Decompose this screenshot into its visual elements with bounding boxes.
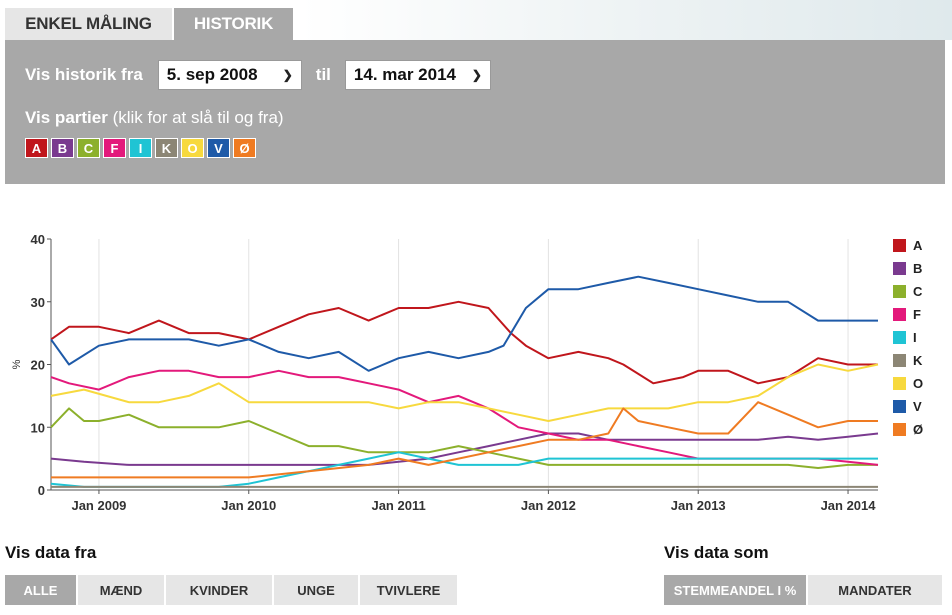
party-toggle-7[interactable]: V [207, 138, 230, 158]
tab-historik[interactable]: HISTORIK [174, 8, 293, 40]
til-label: til [315, 65, 331, 84]
legend-label-4: I [913, 330, 917, 345]
legend-label-5: K [913, 353, 923, 368]
y-tick-label-0: 0 [38, 483, 45, 498]
legend-swatch-7 [893, 400, 906, 413]
legend-swatch-0 [893, 239, 906, 252]
y-tick-label-2: 20 [31, 358, 45, 373]
from-label: Vis historik fra [25, 65, 143, 84]
legend-swatch-5 [893, 354, 906, 367]
data-as-title: Vis data som [664, 543, 769, 562]
legend-swatch-1 [893, 262, 906, 275]
data-from-button-4[interactable]: TVIVLERE [360, 575, 457, 605]
legend-swatch-8 [893, 423, 906, 436]
legend-label-7: V [913, 399, 922, 414]
legend-swatch-2 [893, 285, 906, 298]
x-tick-label-0: Jan 2009 [71, 498, 126, 513]
series-line-2 [50, 407, 878, 469]
data-from-buttons: ALLE MÆND KVINDER UNGE TVIVLERE [5, 575, 457, 605]
data-from-button-1[interactable]: MÆND [78, 575, 164, 605]
parties-label: Vis partier (klik for at slå til og fra) [25, 108, 284, 128]
legend-label-1: B [913, 261, 922, 276]
to-date-value: 14. mar 2014 [353, 65, 456, 84]
chevron-down-icon: ❯ [471, 68, 482, 82]
party-toggle-3[interactable]: F [103, 138, 126, 158]
x-tick-label-4: Jan 2013 [671, 498, 726, 513]
tab-enkel-maling[interactable]: ENKEL MÅLING [5, 8, 172, 40]
parties-label-hint: (klik for at slå til og fra) [112, 108, 284, 127]
party-toggle-6[interactable]: O [181, 138, 204, 158]
data-as-button-1[interactable]: MANDATER [808, 575, 942, 605]
y-tick-label-3: 30 [31, 295, 45, 310]
data-from-title: Vis data fra [5, 543, 97, 562]
filter-panel: Vis historik fra 5. sep 2008 ❯ til 14. m… [5, 40, 945, 184]
legend-label-2: C [913, 284, 923, 299]
legend-swatch-6 [893, 377, 906, 390]
series-line-6 [50, 363, 879, 422]
header-decoration [300, 0, 952, 40]
x-tick-label-3: Jan 2012 [521, 498, 576, 513]
data-from-button-0[interactable]: ALLE [5, 575, 76, 605]
legend-label-0: A [913, 238, 923, 253]
from-date-value: 5. sep 2008 [166, 65, 258, 84]
parties-label-bold: Vis partier [25, 108, 108, 127]
x-tick-label-5: Jan 2014 [821, 498, 877, 513]
to-date-select[interactable]: 14. mar 2014 ❯ [344, 60, 491, 90]
view-tabs: ENKEL MÅLING HISTORIK [5, 8, 293, 40]
date-range-row: Vis historik fra 5. sep 2008 ❯ til 14. m… [25, 60, 491, 90]
poll-history-chart: 0 10 20 30 40 Jan 2009 Jan 2010 Jan 2011 Jan 201… [11, 232, 923, 513]
data-from-button-3[interactable]: UNGE [274, 575, 358, 605]
legend-swatch-3 [893, 308, 906, 321]
from-date-select[interactable]: 5. sep 2008 ❯ [157, 60, 302, 90]
data-as-buttons: STEMMEANDEL I % MANDATER [664, 575, 942, 605]
party-toggle-5[interactable]: K [155, 138, 178, 158]
series-line-8 [51, 401, 878, 479]
data-as-button-0[interactable]: STEMMEANDEL I % [664, 575, 806, 605]
party-toggle-8[interactable]: Ø [233, 138, 256, 158]
x-tick-label-2: Jan 2011 [371, 498, 425, 513]
party-toggle-2[interactable]: C [77, 138, 100, 158]
y-tick-label-4: 40 [31, 232, 45, 247]
party-toggle-4[interactable]: I [129, 138, 152, 158]
legend-label-3: F [913, 307, 921, 322]
series-line-1 [50, 432, 879, 466]
y-axis-label: % [11, 359, 23, 369]
chevron-down-icon: ❯ [282, 68, 293, 82]
party-toggle-1[interactable]: B [51, 138, 74, 158]
series-line-4 [50, 451, 878, 488]
series-line-7 [50, 275, 878, 372]
party-toggle-0[interactable]: A [25, 138, 48, 158]
data-from-button-2[interactable]: KVINDER [166, 575, 272, 605]
series-line-0 [50, 300, 878, 385]
legend-label-6: O [913, 376, 923, 391]
y-tick-label-1: 10 [31, 420, 45, 435]
legend-swatch-4 [893, 331, 906, 344]
x-tick-label-1: Jan 2010 [221, 498, 276, 513]
legend-label-8: Ø [913, 422, 923, 437]
